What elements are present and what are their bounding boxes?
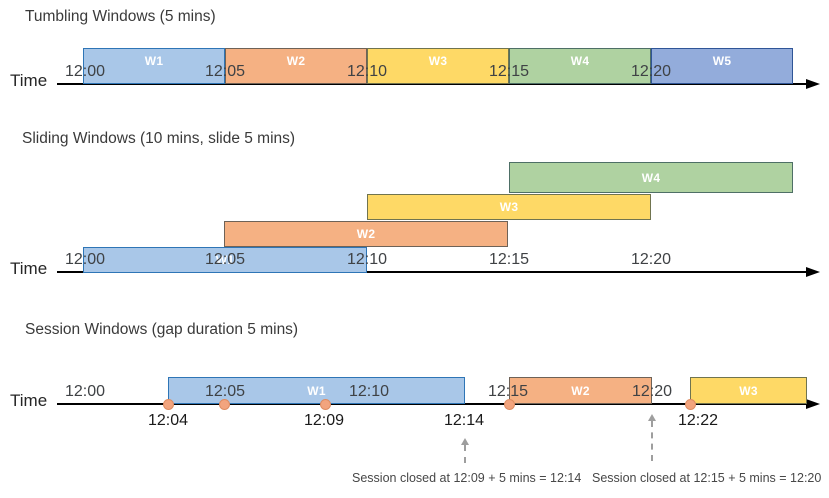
window-label: W4 [641,170,661,185]
tick-label-tumbling: 12:10 [346,63,388,80]
window-label: W2 [571,383,590,398]
event-dot [503,399,515,410]
window-label: W5 [712,54,732,68]
window-session-w3: W3 [690,377,807,404]
tick-label-session: 12:20 [631,383,673,400]
dashed-arrow-shaft [651,421,653,461]
window-sliding-w2: W2 [224,221,508,247]
tick-label-session: 12:15 [487,383,529,400]
window-label: W1 [215,253,235,267]
window-label: W2 [286,54,306,68]
event-dot [684,399,696,410]
window-label: W3 [428,54,448,68]
tick-label-sliding: 12:10 [346,251,388,268]
event-time-label: 12:14 [443,412,485,429]
tick-label-sliding: 12:05 [204,251,246,268]
event-time-label: 12:22 [677,412,719,429]
window-tumbling-w2: W2 [225,48,367,84]
section-title-sliding: Sliding Windows (10 mins, slide 5 mins) [22,130,296,147]
window-session-w1: W1 [168,377,465,404]
timeline-arrowhead-icon [806,266,820,277]
tick-label-tumbling: 12:20 [630,63,672,80]
tick-label-sliding: 12:15 [488,251,530,268]
tick-label-tumbling: 12:15 [488,63,530,80]
up-arrowhead-icon [648,414,656,421]
event-dot [319,399,331,410]
section-title-session: Session Windows (gap duration 5 mins) [25,321,299,338]
window-label: W4 [570,54,590,68]
window-tumbling-w4: W4 [509,48,651,84]
session-close-annotation: Session closed at 12:15 + 5 mins = 12:20 [592,471,822,485]
window-label: W3 [739,383,758,398]
event-time-label: 12:04 [147,412,189,429]
tick-label-tumbling: 12:00 [64,63,106,80]
tick-label-session: 12:10 [348,383,390,400]
event-time-label: 12:09 [303,412,345,429]
tick-label-sliding: 12:00 [64,251,106,268]
window-sliding-w4: W4 [509,162,793,193]
window-label: W2 [356,227,376,241]
window-sliding-w1: W1 [83,247,367,273]
window-session-w2: W2 [509,377,652,404]
window-label: W3 [499,200,519,214]
tick-label-tumbling: 12:05 [204,63,246,80]
session-close-arrow [460,438,471,463]
time-axis-label-session: Time [10,391,48,410]
tick-label-session: 12:05 [204,383,246,400]
window-label: W1 [144,54,164,68]
timeline-arrowhead-icon [806,398,820,409]
dashed-arrow-shaft [464,445,466,463]
timeline-axis-tumbling [57,83,806,85]
session-close-arrow [647,414,658,461]
timeline-arrowhead-icon [806,78,820,89]
window-label: W1 [307,383,326,398]
timeline-axis-sliding [57,271,806,273]
time-axis-label-tumbling: Time [10,71,48,90]
window-tumbling-w3: W3 [367,48,509,84]
tick-label-sliding: 12:20 [630,251,672,268]
timeline-axis-session [57,403,806,405]
session-close-annotation: Session closed at 12:09 + 5 mins = 12:14 [352,471,582,485]
time-axis-label-sliding: Time [10,259,48,278]
window-tumbling-w1: W1 [83,48,225,84]
up-arrowhead-icon [461,438,469,445]
section-title-tumbling: Tumbling Windows (5 mins) [25,8,216,25]
event-dot [162,399,174,410]
event-dot [218,399,230,410]
window-sliding-w3: W3 [367,194,651,220]
window-tumbling-w5: W5 [651,48,793,84]
tick-label-session: 12:00 [64,383,106,400]
